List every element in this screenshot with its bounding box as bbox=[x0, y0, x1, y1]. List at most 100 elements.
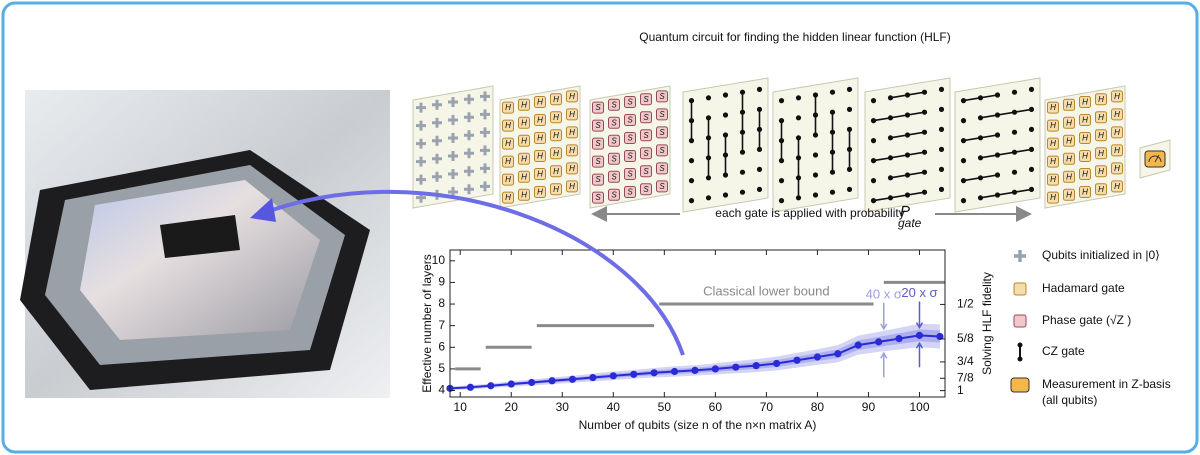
meas-icon bbox=[1144, 150, 1166, 168]
gate-icon bbox=[656, 162, 668, 175]
gate-icon bbox=[656, 90, 668, 103]
meas-arc bbox=[1148, 154, 1162, 163]
gate-icon bbox=[550, 165, 562, 178]
data-point bbox=[752, 362, 760, 370]
legend-icon bbox=[1017, 356, 1023, 362]
cz-dot bbox=[1028, 126, 1035, 132]
gate-letter: H bbox=[537, 188, 543, 197]
plus-icon bbox=[480, 145, 490, 156]
cz-dot bbox=[705, 95, 712, 101]
gate-icon bbox=[502, 137, 514, 150]
legend-label: Phase gate (√Z ) bbox=[1042, 313, 1131, 327]
plus-icon bbox=[416, 174, 426, 185]
gate-letter: H bbox=[569, 92, 575, 101]
gate-letter: H bbox=[553, 113, 559, 122]
gate-letter: S bbox=[627, 170, 633, 179]
x-tick-label: 20 bbox=[505, 400, 519, 414]
cz-dot bbox=[812, 192, 819, 198]
gate-icon bbox=[550, 183, 562, 196]
plus-icon bbox=[432, 171, 442, 182]
cz-dot bbox=[1011, 169, 1018, 175]
gate-icon bbox=[566, 126, 578, 139]
gate-icon bbox=[518, 116, 530, 129]
gate-letter: H bbox=[1098, 149, 1104, 158]
gate-letter: H bbox=[537, 152, 543, 161]
y2-tick-label: 7/8 bbox=[957, 370, 974, 384]
cz-dot bbox=[812, 152, 819, 158]
cz-dot bbox=[1011, 129, 1018, 135]
gate-letter: S bbox=[659, 164, 665, 173]
gate-letter: S bbox=[643, 149, 649, 158]
gate-icon bbox=[1079, 132, 1091, 144]
x-tick-label: 10 bbox=[454, 400, 468, 414]
gate-icon bbox=[1063, 152, 1075, 165]
gate-icon bbox=[592, 137, 604, 150]
cz-dot bbox=[812, 172, 819, 178]
gate-icon bbox=[608, 170, 620, 183]
gate-letter: H bbox=[1066, 190, 1072, 199]
gate-letter: H bbox=[569, 110, 575, 119]
data-point bbox=[936, 332, 944, 341]
gate-icon bbox=[502, 191, 514, 204]
data-point bbox=[772, 359, 781, 368]
panel bbox=[954, 77, 1041, 213]
gate-letter: S bbox=[595, 139, 601, 148]
gate-letter: H bbox=[537, 170, 543, 179]
gate-letter: S bbox=[643, 167, 649, 176]
cz-dot bbox=[795, 95, 802, 101]
data-point bbox=[568, 375, 577, 383]
y-tick-label: 7 bbox=[438, 318, 445, 332]
cz-dot bbox=[739, 169, 746, 175]
gate-letter: H bbox=[1114, 110, 1120, 119]
gate-letter: H bbox=[1082, 98, 1088, 107]
cz-dot bbox=[938, 166, 945, 172]
gate-letter: S bbox=[659, 128, 665, 137]
gate-letter: H bbox=[505, 139, 511, 148]
plus-icon bbox=[448, 133, 458, 143]
y-tick-label: 6 bbox=[438, 339, 445, 353]
cz-dot bbox=[960, 198, 967, 204]
y-tick-label: 8 bbox=[438, 296, 445, 310]
gate-letter: H bbox=[553, 95, 559, 104]
gate-icon bbox=[1063, 98, 1075, 111]
gate-icon bbox=[518, 188, 530, 201]
gate-icon bbox=[1079, 168, 1091, 180]
gate-letter: S bbox=[611, 118, 617, 127]
y2-tick-label: 5/8 bbox=[957, 331, 974, 345]
gate-letter: H bbox=[1050, 139, 1056, 148]
y-tick-label: 5 bbox=[438, 361, 445, 375]
gate-icon bbox=[1095, 183, 1107, 196]
data-point bbox=[915, 331, 924, 339]
legend-label: Qubits initialized in |0⟩ bbox=[1042, 248, 1160, 262]
cz-dot bbox=[960, 158, 967, 164]
x-tick-label: 40 bbox=[607, 400, 621, 414]
gate-icon bbox=[592, 191, 604, 204]
gate-icon bbox=[640, 111, 652, 124]
gate-icon bbox=[1095, 93, 1107, 106]
gate-letter: H bbox=[1114, 128, 1120, 137]
gate-icon bbox=[1095, 129, 1107, 142]
gate-icon bbox=[518, 98, 530, 111]
cz-dot bbox=[1028, 86, 1035, 92]
cz-dot bbox=[960, 118, 967, 124]
cz-dot bbox=[778, 178, 785, 184]
cz-dot bbox=[846, 86, 853, 92]
gate-letter: S bbox=[611, 100, 617, 109]
gate-letter: H bbox=[1066, 118, 1072, 127]
cz-dot bbox=[846, 106, 853, 112]
sigma-arrow bbox=[915, 341, 924, 368]
gate-letter: H bbox=[1066, 100, 1072, 109]
cz-dot bbox=[688, 198, 695, 204]
gate-letter: H bbox=[1066, 136, 1072, 145]
plus-icon bbox=[416, 156, 426, 167]
gate-icon bbox=[1079, 114, 1091, 126]
data-point bbox=[466, 383, 475, 391]
cz-dot bbox=[921, 169, 928, 175]
gate-icon bbox=[502, 119, 514, 132]
gate-icon bbox=[656, 126, 668, 139]
legend-label: CZ gate bbox=[1042, 344, 1085, 358]
gate-icon bbox=[640, 147, 652, 160]
cz-dot bbox=[778, 98, 785, 104]
